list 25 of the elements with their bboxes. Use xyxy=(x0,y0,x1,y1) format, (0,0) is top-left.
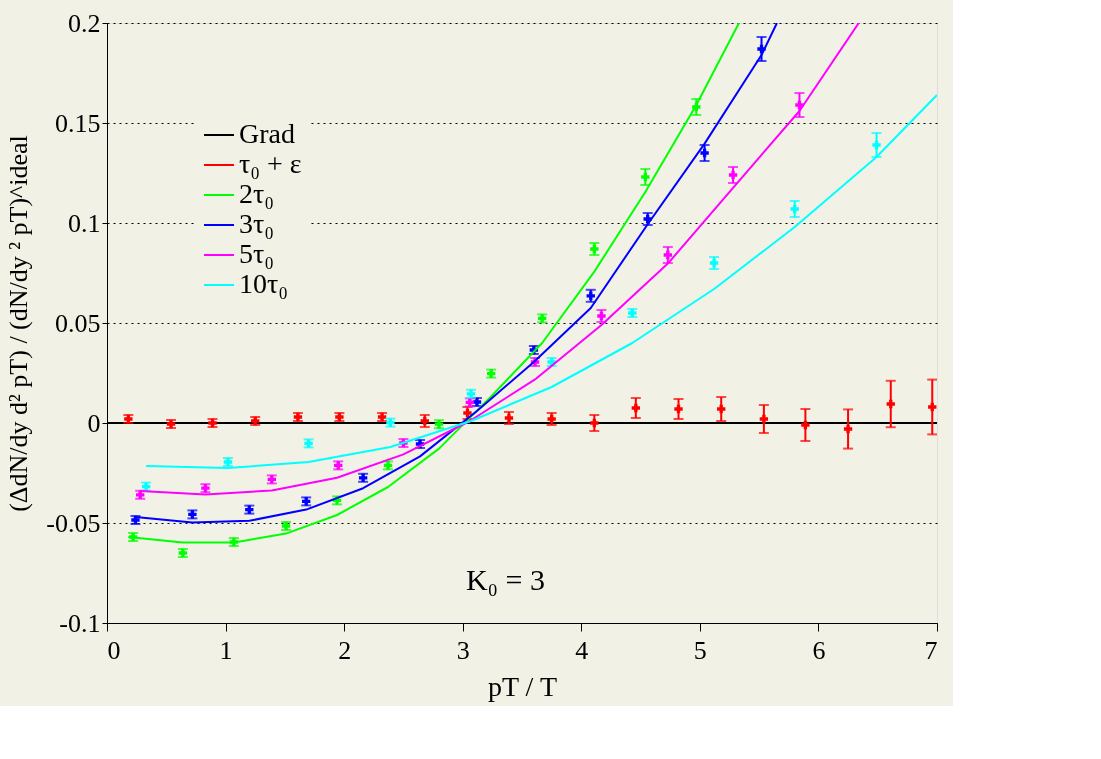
x-tick-label: 3 xyxy=(456,635,470,665)
x-tick-label: 6 xyxy=(812,635,826,665)
y-tick-label: 0.2 xyxy=(68,8,101,38)
x-tick-label: 7 xyxy=(924,635,938,665)
legend-label: τ₀ + ε xyxy=(239,148,302,179)
line-series xyxy=(145,94,937,469)
x-tick-label: 4 xyxy=(575,635,589,665)
legend-label: 10τ₀ xyxy=(239,268,289,299)
legend-label: Grad xyxy=(239,118,295,149)
x-tick-label: 2 xyxy=(338,635,352,665)
y-tick-label: 0 xyxy=(87,408,101,438)
y-axis-title: (ΔdN/dy d² pT) / (dN/dy ² pT)^ideal xyxy=(4,135,34,512)
y-tick-label: 0.1 xyxy=(68,208,101,238)
legend-label: 5τ₀ xyxy=(239,238,275,269)
x-axis-title: pT / T xyxy=(488,670,557,702)
annotation: K₀ = 3 xyxy=(465,563,545,596)
y-tick-label: -0.05 xyxy=(46,508,101,538)
legend-label: 2τ₀ xyxy=(239,178,275,209)
x-tick-label: 0 xyxy=(107,635,121,665)
y-tick-label: 0.15 xyxy=(55,108,101,138)
y-tick-label: -0.1 xyxy=(59,608,101,638)
x-tick-label: 1 xyxy=(219,635,233,665)
legend-label: 3τ₀ xyxy=(239,208,275,239)
x-tick-label: 5 xyxy=(693,635,707,665)
y-tick-label: 0.05 xyxy=(55,308,101,338)
